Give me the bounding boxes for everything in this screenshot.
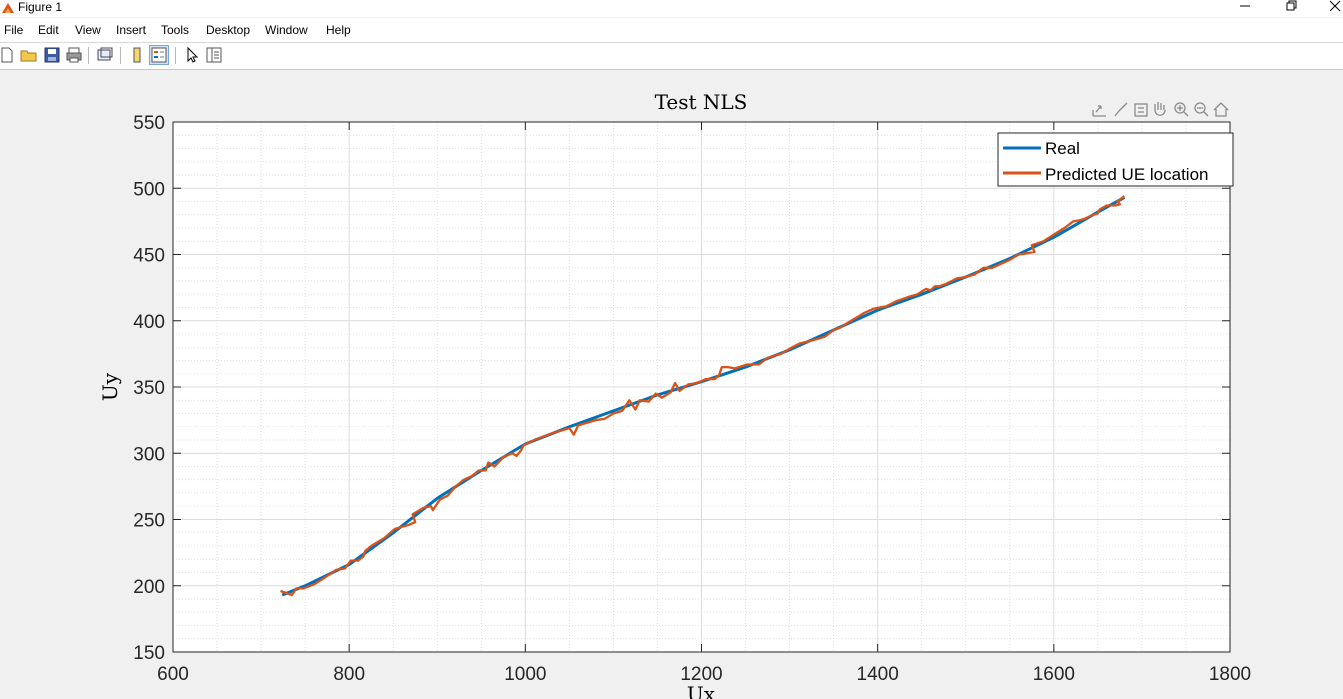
legend-label-real: Real [1045, 139, 1080, 158]
brush-icon[interactable] [1114, 102, 1128, 117]
legend-box [997, 132, 1234, 187]
toolbar-separator [120, 47, 121, 64]
menu-window[interactable]: Window [265, 23, 308, 37]
window-title: Figure 1 [18, 0, 63, 14]
datatip-icon[interactable] [1134, 103, 1148, 117]
y-tick-label: 150 [133, 643, 165, 664]
menu-bar: File Edit View Insert Tools Desktop Wind… [0, 18, 1343, 43]
y-tick-label: 450 [133, 246, 165, 267]
zoom-out-icon[interactable] [1194, 102, 1209, 117]
matlab-app-icon [2, 3, 14, 13]
property-inspector-icon[interactable] [205, 46, 223, 64]
x-tick-label: 1600 [1033, 664, 1075, 685]
menu-edit[interactable]: Edit [38, 23, 59, 37]
x-tick-label: 800 [333, 664, 365, 685]
x-tick-label: 600 [157, 664, 189, 685]
colorbar-icon[interactable] [128, 46, 146, 64]
x-tick-label: 1200 [680, 664, 722, 685]
tick-marks [172, 121, 1231, 653]
chart-title: Test NLS [655, 90, 748, 114]
y-tick-label: 500 [133, 179, 165, 200]
home-icon[interactable] [1213, 102, 1229, 117]
y-axis-label: Uy [98, 372, 122, 401]
menu-insert[interactable]: Insert [116, 23, 147, 37]
zoom-in-icon[interactable] [1174, 102, 1189, 117]
y-tick-label: 400 [133, 312, 165, 333]
x-tick-label: 1400 [857, 664, 899, 685]
restore-icon[interactable] [1275, 0, 1305, 14]
x-axis-label: Ux [687, 682, 716, 699]
edit-plot-icon[interactable] [183, 46, 201, 64]
series-line-predicted[interactable] [280, 195, 1125, 597]
new-figure-icon[interactable] [0, 46, 16, 64]
x-tick-labels: 600 800 1000 1200 1400 1600 1800 [157, 664, 1251, 685]
menu-tools[interactable]: Tools [161, 23, 190, 37]
figure-toolbar [0, 43, 1343, 70]
x-tick-label: 1000 [504, 664, 546, 685]
y-tick-label: 300 [133, 444, 165, 465]
y-tick-label: 350 [133, 378, 165, 399]
menu-view[interactable]: View [75, 23, 101, 37]
save-icon[interactable] [43, 46, 61, 64]
toolbar-separator [88, 47, 89, 64]
y-tick-label: 250 [133, 511, 165, 532]
menu-file[interactable]: File [4, 23, 24, 37]
title-bar: Figure 1 [0, 0, 1343, 17]
legend-label-predicted: Predicted UE location [1045, 165, 1208, 184]
menu-help[interactable]: Help [326, 23, 351, 37]
minimize-icon[interactable] [1230, 0, 1260, 14]
print-icon[interactable] [65, 46, 83, 64]
pan-icon[interactable] [1154, 102, 1166, 116]
y-tick-labels: 150 200 250 300 350 400 450 500 550 [133, 113, 165, 664]
y-tick-label: 200 [133, 577, 165, 598]
legend[interactable]: Real Predicted UE location [997, 132, 1234, 187]
toolbar-separator [175, 47, 176, 64]
menu-desktop[interactable]: Desktop [206, 23, 251, 37]
open-file-icon[interactable] [20, 46, 38, 64]
axes-toolbar [1092, 102, 1229, 117]
y-tick-label: 550 [133, 113, 165, 134]
close-icon[interactable] [1320, 0, 1343, 14]
legend-icon[interactable] [149, 45, 169, 65]
major-grid [173, 122, 1230, 652]
x-tick-label: 1800 [1209, 664, 1251, 685]
export-icon[interactable] [1092, 105, 1106, 117]
link-figure-icon[interactable] [96, 46, 114, 64]
series-layer [280, 195, 1126, 597]
